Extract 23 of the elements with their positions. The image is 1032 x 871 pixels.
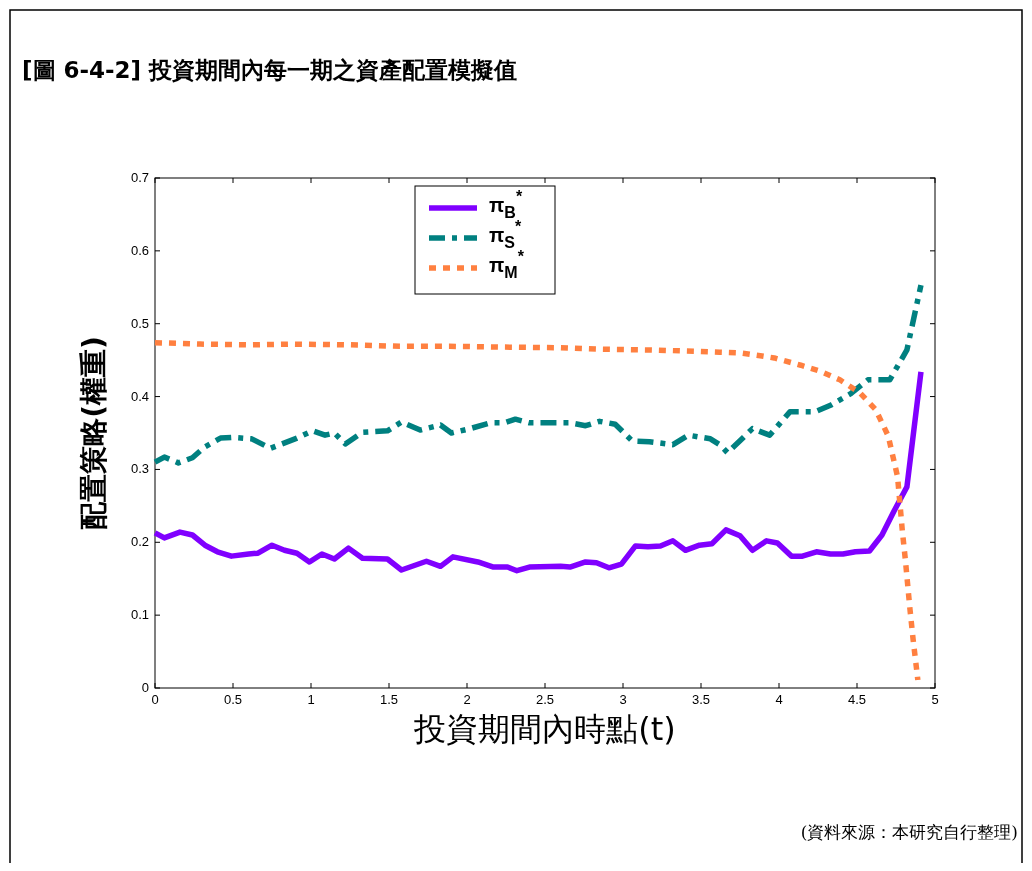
y-tick-label: 0.5 [130,315,149,331]
x-tick-label: 2 [463,692,471,707]
x-axis-title: 投資期間內時點(t) [413,710,676,748]
y-axis-title: 配置策略(權重) [77,336,110,530]
x-tick-label: 0.5 [223,692,243,707]
x-tick-label: 1 [307,692,315,707]
y-tick-label: 0.3 [130,461,149,477]
y-tick-label: 0.7 [130,170,149,185]
chart-title: [圖 6-4-2] 投資期間內每一期之資產配置模擬值 [22,57,518,83]
text: (資料來源：本研究自行整理) [800,822,1018,842]
y-tick-label: 0.6 [130,242,149,258]
x-tick-label: 4.5 [847,692,867,707]
y-tick-label: 0.1 [130,607,149,623]
x-tick-label: 3 [619,692,627,707]
y-tick-label: 0 [141,680,149,695]
x-tick-label: 1.5 [379,692,399,707]
x-tick-label: 3.5 [691,692,711,707]
y-tick-label: 0.4 [130,388,149,404]
x-tick-label: 0 [151,692,159,707]
y-tick-label: 0.2 [130,534,149,550]
x-tick-label: 5 [931,692,939,707]
x-tick-label: 4 [775,692,783,707]
x-tick-label: 2.5 [535,692,555,707]
